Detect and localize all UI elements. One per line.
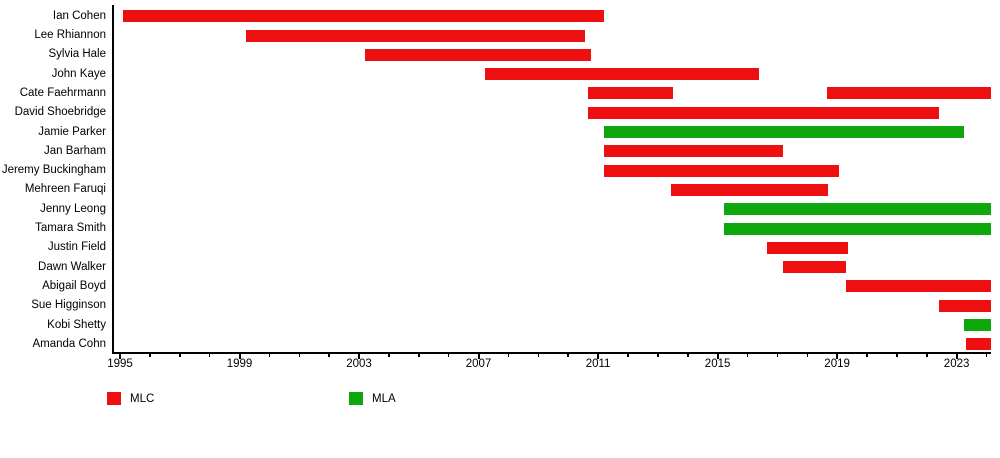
x-minor-tick [537, 354, 540, 357]
term-bar-mla [604, 126, 965, 138]
y-axis-spine [112, 5, 114, 354]
y-axis-label: Ian Cohen [52, 9, 106, 22]
x-tick-label: 2023 [943, 358, 970, 370]
term-bar-mlc [245, 29, 585, 42]
legend-label-mla: MLA [372, 392, 396, 405]
y-axis-label: John Kaye [51, 67, 106, 80]
x-major-tick [597, 354, 600, 359]
term-bar-mla [723, 222, 991, 235]
term-bar-mlc [766, 241, 848, 254]
legend-label-mlc: MLC [130, 392, 155, 405]
y-axis-label: Kobi Shetty [47, 318, 106, 331]
term-bar-mlc [365, 48, 591, 61]
legend-swatch-mla-icon [349, 392, 363, 405]
term-bar-mlc [587, 87, 673, 100]
y-axis-label: Lee Rhiannon [34, 29, 106, 41]
y-axis-label: David Shoebridge [14, 106, 106, 119]
y-axis-label: Justin Field [47, 241, 106, 254]
x-major-tick [836, 354, 839, 359]
x-tick-label: 2003 [346, 358, 372, 370]
y-axis-label: Jamie Parker [38, 125, 106, 138]
term-bar-mlc [846, 280, 991, 293]
x-tick-label: 2019 [824, 358, 850, 370]
y-axis-label: Amanda Cohn [32, 337, 106, 350]
term-bar-mlc [604, 145, 784, 158]
x-minor-tick [507, 354, 510, 357]
term-bar-mlc [965, 338, 991, 351]
x-minor-tick [208, 354, 211, 357]
x-major-tick [119, 354, 121, 359]
x-minor-tick [657, 354, 659, 357]
y-axis-label: Sylvia Hale [48, 48, 106, 61]
x-tick-label: 1999 [226, 358, 253, 370]
legend-swatch-mlc-icon [107, 392, 121, 405]
x-minor-tick [896, 354, 898, 357]
y-axis-label: Jeremy Buckingham [1, 164, 106, 177]
x-tick-label: 1995 [107, 358, 133, 370]
legend-item-mlc: MLC [107, 391, 154, 406]
x-minor-tick [985, 354, 988, 357]
x-tick-label: 2007 [465, 358, 492, 370]
x-minor-tick [298, 354, 300, 357]
x-major-tick [238, 354, 241, 359]
term-bar-mlc [484, 68, 760, 81]
term-bar-mlc [123, 10, 605, 23]
x-minor-tick [567, 354, 569, 357]
x-minor-tick [687, 354, 689, 357]
term-bar-mlc [604, 164, 839, 177]
x-minor-tick [926, 354, 928, 357]
x-major-tick [477, 354, 480, 359]
term-bar-mla [723, 203, 991, 216]
y-axis-label: Dawn Walker [38, 260, 106, 273]
term-bar-mla [964, 319, 991, 331]
term-bar-mlc [938, 299, 991, 312]
y-axis-label: Mehreen Faruqi [24, 183, 106, 196]
term-bar-mlc [587, 106, 939, 119]
x-minor-tick [866, 354, 868, 357]
x-minor-tick [179, 354, 181, 357]
y-axis-label: Tamara Smith [35, 222, 106, 234]
x-minor-tick [328, 354, 330, 357]
legend-item-mla: MLA [349, 391, 396, 406]
x-axis-spine [112, 352, 991, 354]
term-bar-mlc [671, 183, 829, 196]
term-bar-mlc [826, 87, 991, 100]
x-minor-tick [447, 354, 450, 357]
x-tick-label: 2011 [585, 358, 611, 370]
x-minor-tick [418, 354, 420, 357]
x-major-tick [955, 354, 958, 359]
term-bar-mlc [783, 261, 846, 274]
x-minor-tick [149, 354, 151, 357]
x-minor-tick [776, 354, 779, 357]
x-minor-tick [268, 354, 271, 357]
x-minor-tick [746, 354, 749, 357]
y-axis-label: Abigail Boyd [42, 279, 106, 292]
x-tick-label: 2015 [704, 358, 731, 370]
y-axis-label: Jan Barham [43, 144, 106, 157]
x-minor-tick [388, 354, 390, 357]
x-minor-tick [627, 354, 629, 357]
x-major-tick [358, 354, 360, 359]
y-axis-label: Jenny Leong [40, 202, 106, 215]
y-axis-label: Sue Higginson [31, 299, 106, 312]
x-major-tick [716, 354, 719, 359]
x-minor-tick [806, 354, 808, 357]
y-axis-label: Cate Faehrmann [19, 86, 106, 99]
